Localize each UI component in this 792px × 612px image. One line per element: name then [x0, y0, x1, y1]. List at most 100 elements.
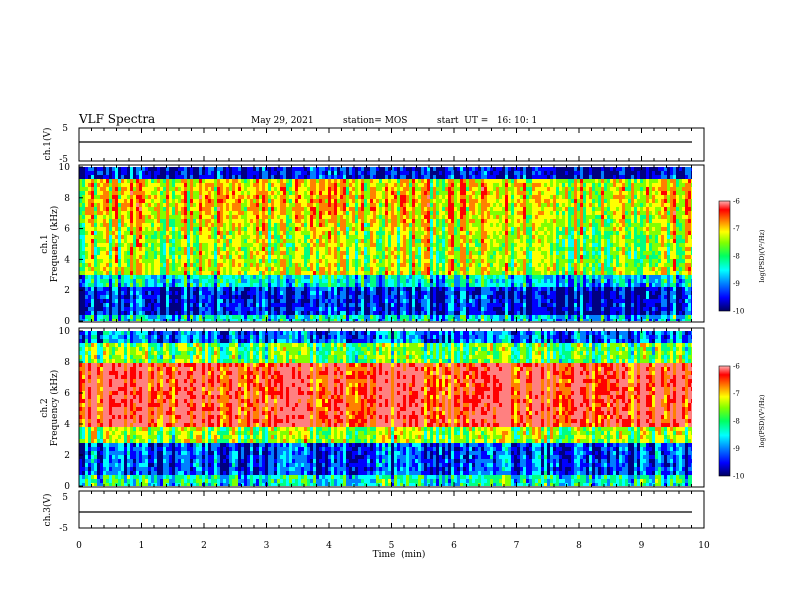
spectrogram-cell: [103, 299, 106, 303]
spectrogram-cell: [100, 195, 103, 199]
spectrogram-cell: [223, 191, 226, 195]
spectrogram-cell: [133, 179, 136, 183]
spectrogram-cell: [367, 283, 370, 287]
spectrogram-cell: [109, 275, 112, 279]
spectrogram-cell: [145, 219, 148, 223]
spectrogram-cell: [319, 259, 322, 263]
spectrogram-cell: [139, 235, 142, 239]
spectrogram-cell: [172, 303, 175, 307]
spectrogram-cell: [247, 211, 250, 215]
spectrogram-cell: [292, 251, 295, 255]
spectrogram-cell: [169, 303, 172, 307]
spectrogram-cell: [220, 295, 223, 299]
spectrogram-cell: [253, 295, 256, 299]
spectrogram-cell: [262, 279, 265, 283]
spectrogram-cell: [439, 175, 442, 179]
spectrogram-cell: [106, 219, 109, 223]
spectrogram-cell: [172, 279, 175, 283]
spectrogram-cell: [166, 231, 169, 235]
spectrogram-cell: [223, 267, 226, 271]
spectrogram-cell: [100, 271, 103, 275]
spectrogram-cell: [271, 263, 274, 267]
spectrogram-cell: [313, 207, 316, 211]
spectrogram-cell: [424, 311, 427, 315]
spectrogram-cell: [313, 183, 316, 187]
spectrogram-cell: [307, 279, 310, 283]
spectrogram-cell: [223, 271, 226, 275]
spectrogram-cell: [157, 275, 160, 279]
spectrogram-cell: [136, 283, 139, 287]
spectrogram-cell: [271, 179, 274, 183]
spectrogram-cell: [286, 291, 289, 295]
spectrogram-cell: [424, 303, 427, 307]
spectrogram-cell: [253, 207, 256, 211]
spectrogram-cell: [265, 239, 268, 243]
spectrogram-cell: [343, 215, 346, 219]
spectrogram-cell: [364, 183, 367, 187]
spectrogram-cell: [112, 171, 115, 175]
spectrogram-cell: [217, 199, 220, 203]
spectrogram-cell: [436, 251, 439, 255]
spectrogram-cell: [451, 223, 454, 227]
spectrogram-cell: [286, 287, 289, 291]
spectrogram-cell: [295, 223, 298, 227]
spectrogram-cell: [250, 203, 253, 207]
spectrogram-cell: [385, 303, 388, 307]
spectrogram-cell: [256, 187, 259, 191]
spectrogram-cell: [280, 263, 283, 267]
spectrogram-cell: [175, 195, 178, 199]
spectrogram-cell: [106, 167, 109, 171]
spectrogram-cell: [289, 215, 292, 219]
spectrogram-cell: [124, 267, 127, 271]
spectrogram-cell: [343, 195, 346, 199]
spectrogram-cell: [280, 179, 283, 183]
spectrogram-cell: [406, 203, 409, 207]
spectrogram-cell: [340, 263, 343, 267]
spectrogram-cell: [235, 315, 238, 319]
spectrogram-cell: [190, 247, 193, 251]
spectrogram-cell: [196, 283, 199, 287]
spectrogram-cell: [343, 287, 346, 291]
spectrogram-cell: [187, 291, 190, 295]
spectrogram-cell: [256, 195, 259, 199]
spectrogram-cell: [385, 187, 388, 191]
spectrogram-cell: [418, 311, 421, 315]
spectrogram-cell: [217, 167, 220, 171]
spectrogram-cell: [379, 275, 382, 279]
spectrogram-cell: [283, 311, 286, 315]
spectrogram-cell: [442, 231, 445, 235]
spectrogram-cell: [262, 187, 265, 191]
spectrogram-cell: [127, 175, 130, 179]
spectrogram-cell: [277, 179, 280, 183]
spectrogram-cell: [226, 315, 229, 319]
spectrogram-cell: [184, 231, 187, 235]
spectrogram-cell: [355, 183, 358, 187]
spectrogram-cell: [154, 219, 157, 223]
spectrogram-cell: [115, 299, 118, 303]
spectrogram-cell: [112, 279, 115, 283]
spectrogram-cell: [205, 279, 208, 283]
spectrogram-cell: [82, 275, 85, 279]
spectrogram-cell: [424, 227, 427, 231]
spectrogram-cell: [382, 199, 385, 203]
spectrogram-cell: [241, 307, 244, 311]
spectrogram-cell: [283, 283, 286, 287]
spectrogram-cell: [403, 211, 406, 215]
spectrogram-cell: [385, 291, 388, 295]
spectrogram-cell: [247, 311, 250, 315]
spectrogram-cell: [298, 295, 301, 299]
spectrogram-cell: [274, 299, 277, 303]
spectrogram-cell: [259, 175, 262, 179]
spectrogram-cell: [166, 299, 169, 303]
spectrogram-cell: [115, 279, 118, 283]
spectrogram-cell: [118, 263, 121, 267]
spectrogram-cell: [436, 167, 439, 171]
spectrogram-cell: [97, 231, 100, 235]
spectrogram-cell: [163, 283, 166, 287]
spectrogram-cell: [319, 195, 322, 199]
spectrogram-cell: [274, 207, 277, 211]
spectrogram-cell: [325, 183, 328, 187]
spectrogram-cell: [151, 223, 154, 227]
spectrogram-cell: [271, 187, 274, 191]
spectrogram-cell: [106, 235, 109, 239]
